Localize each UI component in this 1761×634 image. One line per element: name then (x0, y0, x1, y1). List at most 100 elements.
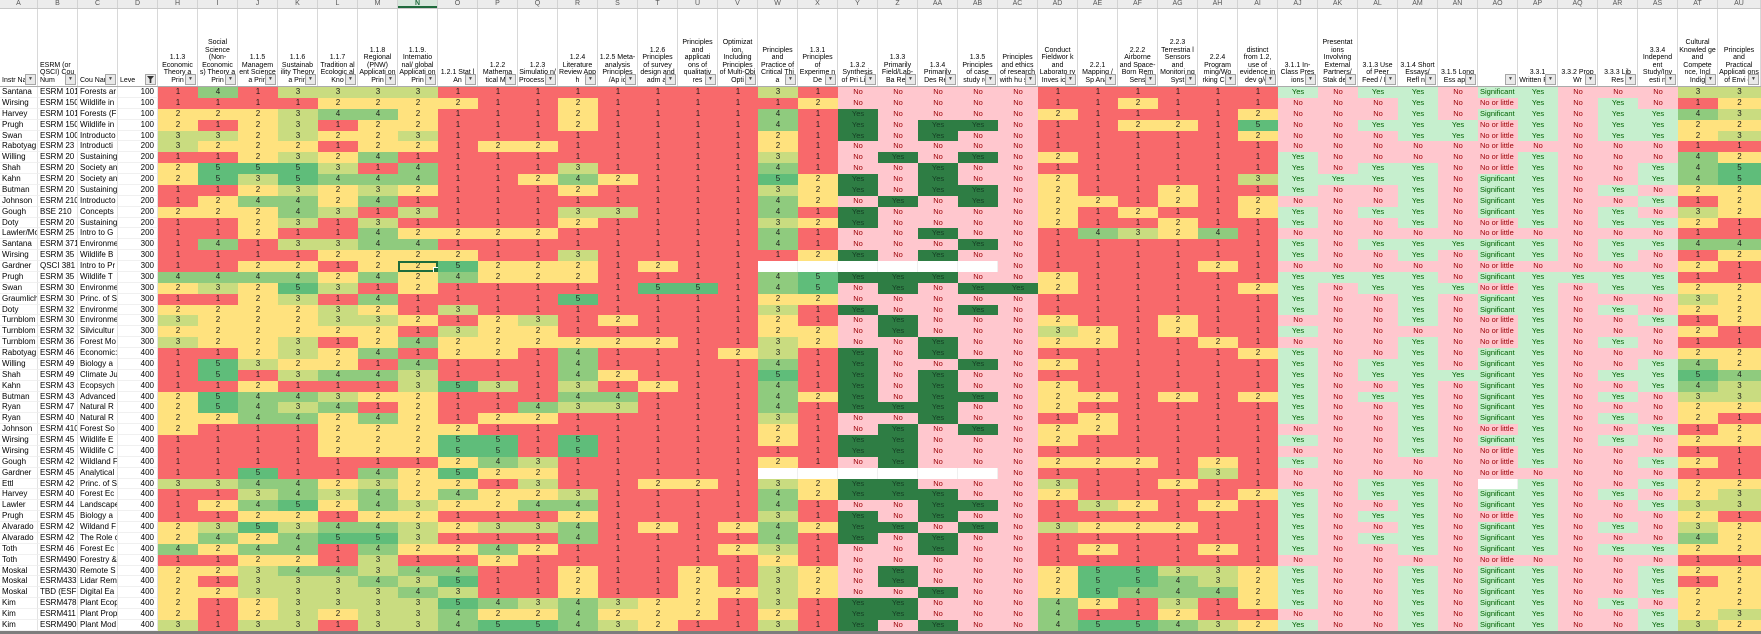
grid-cell-K26[interactable]: 2 (278, 358, 318, 370)
grid-cell-H33[interactable]: 1 (158, 435, 198, 446)
grid-cell-AI37[interactable]: 1 (1238, 478, 1278, 490)
grid-cell-H3[interactable]: 2 (158, 108, 198, 120)
grid-cell-Y37[interactable]: Yes (838, 478, 878, 490)
grid-cell-AF19[interactable]: 1 (1118, 282, 1158, 294)
grid-cell-H13[interactable]: 1 (158, 217, 198, 229)
grid-cell-AD48[interactable]: 4 (1038, 598, 1078, 609)
grid-cell-AI50[interactable]: 2 (1238, 619, 1278, 631)
grid-cell-U22[interactable]: 1 (678, 315, 718, 327)
grid-cell-AA45[interactable]: No (918, 565, 958, 577)
grid-cell-AK30[interactable]: No (1318, 402, 1358, 414)
grid-cell-AN6[interactable]: No (1438, 141, 1478, 153)
grid-cell-Q36[interactable]: 2 (518, 467, 558, 479)
grid-cell-L15[interactable]: 3 (318, 239, 358, 251)
grid-cell-AD34[interactable]: 1 (1038, 445, 1078, 457)
grid-cell-AC12[interactable]: No (998, 206, 1038, 218)
grid-cell-X13[interactable]: 2 (798, 217, 838, 229)
grid-cell-L46[interactable]: 3 (318, 576, 358, 588)
grid-cell-AK17[interactable]: No (1318, 261, 1358, 272)
course-name-cell[interactable]: Biology a (78, 358, 118, 370)
grid-cell-W41[interactable]: 4 (758, 522, 798, 533)
filter-dropdown-icon[interactable]: ▼ (905, 74, 916, 85)
grid-cell-AS46[interactable]: Yes (1638, 576, 1678, 588)
grid-cell-R39[interactable]: 4 (558, 500, 598, 512)
grid-cell-W23[interactable]: 2 (758, 326, 798, 338)
grid-cell-AT18[interactable]: 1 (1678, 271, 1718, 283)
grid-cell-X2[interactable]: 2 (798, 97, 838, 109)
column-letter-AT[interactable]: AT (1678, 0, 1718, 8)
grid-cell-W42[interactable]: 4 (758, 532, 798, 544)
grid-cell-M50[interactable]: 3 (358, 619, 398, 631)
grid-cell-AP34[interactable]: Yes (1518, 445, 1558, 457)
level-cell[interactable]: 300 (118, 282, 158, 294)
grid-cell-AJ33[interactable]: Yes (1278, 435, 1318, 446)
course-name-cell[interactable]: Concepts (78, 206, 118, 218)
grid-cell-Z44[interactable]: No (878, 554, 918, 566)
course-name-cell[interactable]: Society an (78, 174, 118, 185)
grid-cell-V25[interactable]: 2 (718, 348, 758, 359)
grid-cell-N26[interactable]: 4 (398, 358, 438, 370)
grid-cell-L9[interactable]: 4 (318, 174, 358, 185)
grid-cell-U47[interactable]: 2 (678, 587, 718, 599)
grid-cell-AG23[interactable]: 2 (1158, 326, 1198, 338)
grid-cell-Q43[interactable]: 2 (518, 543, 558, 555)
grid-cell-AM46[interactable]: Yes (1398, 576, 1438, 588)
grid-cell-AB19[interactable]: Yes (958, 282, 998, 294)
grid-cell-I46[interactable]: 1 (198, 576, 238, 588)
grid-cell-AL5[interactable]: No (1358, 130, 1398, 142)
grid-cell-P43[interactable]: 4 (478, 543, 518, 555)
filter-dropdown-icon[interactable]: ▼ (665, 74, 676, 85)
grid-cell-AO44[interactable]: No or little (1478, 554, 1518, 566)
grid-cell-AN19[interactable]: Yes (1438, 282, 1478, 294)
grid-cell-AP33[interactable]: Yes (1518, 435, 1558, 446)
grid-cell-T25[interactable]: 1 (638, 348, 678, 359)
grid-cell-AG42[interactable]: 1 (1158, 532, 1198, 544)
grid-cell-Y7[interactable]: No (838, 152, 878, 164)
grid-cell-L45[interactable]: 4 (318, 565, 358, 577)
grid-cell-U45[interactable]: 2 (678, 565, 718, 577)
grid-cell-AB6[interactable]: No (958, 141, 998, 153)
grid-cell-L24[interactable]: 1 (318, 337, 358, 348)
grid-cell-AA36[interactable] (918, 467, 958, 479)
grid-cell-AG9[interactable]: 1 (1158, 174, 1198, 185)
grid-cell-AG33[interactable]: 1 (1158, 435, 1198, 446)
grid-cell-J22[interactable]: 2 (238, 315, 278, 327)
grid-cell-AK34[interactable]: No (1318, 445, 1358, 457)
grid-cell-V35[interactable]: 1 (718, 456, 758, 468)
grid-cell-Z43[interactable]: No (878, 543, 918, 555)
grid-cell-M43[interactable]: 4 (358, 543, 398, 555)
grid-cell-X14[interactable]: 1 (798, 228, 838, 240)
grid-cell-AT44[interactable]: 1 (1678, 554, 1718, 566)
grid-cell-X10[interactable]: 2 (798, 184, 838, 196)
grid-cell-I27[interactable]: 5 (198, 369, 238, 381)
grid-cell-AA50[interactable]: Yes (918, 619, 958, 631)
grid-cell-AU1[interactable]: 3 (1718, 87, 1761, 98)
grid-cell-AO40[interactable]: No or little (1478, 511, 1518, 522)
instructor-cell[interactable]: Wirsing (0, 445, 38, 457)
grid-cell-AP26[interactable]: Yes (1518, 358, 1558, 370)
course-name-cell[interactable]: Plant Prop (78, 609, 118, 620)
grid-cell-AJ6[interactable]: No (1278, 141, 1318, 153)
grid-cell-AN14[interactable]: No (1438, 228, 1478, 240)
grid-cell-AA9[interactable]: Yes (918, 174, 958, 185)
grid-cell-K29[interactable]: 4 (278, 391, 318, 403)
grid-cell-AU25[interactable]: 2 (1718, 348, 1761, 359)
grid-cell-M38[interactable]: 4 (358, 489, 398, 501)
grid-cell-AA7[interactable]: No (918, 152, 958, 164)
grid-cell-U8[interactable]: 1 (678, 163, 718, 174)
grid-cell-AC6[interactable]: No (998, 141, 1038, 153)
grid-cell-L19[interactable]: 3 (318, 282, 358, 294)
grid-cell-M15[interactable]: 4 (358, 239, 398, 251)
grid-cell-H36[interactable]: 1 (158, 467, 198, 479)
grid-cell-S12[interactable]: 3 (598, 206, 638, 218)
grid-cell-N38[interactable]: 2 (398, 489, 438, 501)
grid-cell-Y36[interactable] (838, 467, 878, 479)
grid-cell-AB26[interactable]: Yes (958, 358, 998, 370)
grid-cell-N19[interactable]: 2 (398, 282, 438, 294)
grid-cell-P19[interactable]: 1 (478, 282, 518, 294)
grid-cell-AL25[interactable]: No (1358, 348, 1398, 359)
grid-cell-AR28[interactable]: No (1598, 380, 1638, 392)
level-cell[interactable]: 200 (118, 195, 158, 207)
column-letter-X[interactable]: X (798, 0, 838, 8)
grid-cell-V48[interactable]: 1 (718, 598, 758, 609)
